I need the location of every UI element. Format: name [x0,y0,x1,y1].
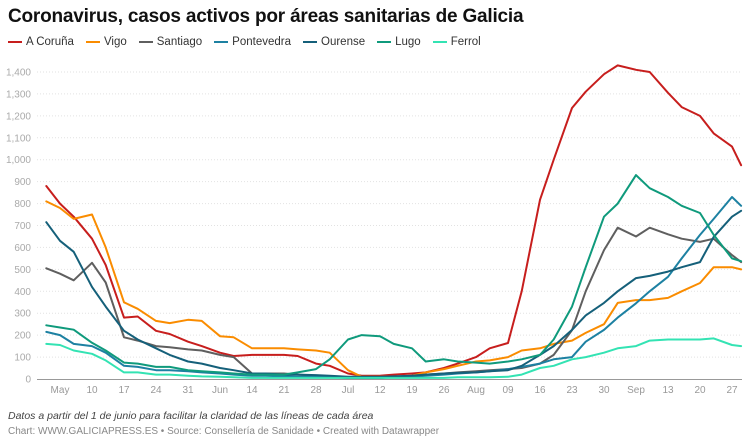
y-tick-label: 500 [14,265,31,276]
y-tick-label: 300 [14,309,31,320]
y-tick-label: 400 [14,287,31,298]
legend-item: Ourense [303,36,365,48]
x-tick-label: 13 [662,385,674,396]
legend-item: Pontevedra [214,36,291,48]
y-tick-label: 800 [14,199,31,210]
x-tick-label: 10 [86,385,98,396]
y-tick-label: 1,300 [6,89,31,100]
legend-swatch [138,41,153,43]
y-tick-label: 700 [14,221,31,232]
series-line-vigo [45,200,743,378]
legend: A Coruña Vigo Santiago Pontevedra Ourense Lug… [8,36,481,48]
legend-label: Ourense [321,36,366,48]
x-tick-label: Sep [627,385,645,396]
legend-label: A Coruña [26,36,74,48]
x-tick-label: 30 [598,385,610,396]
y-tick-label: 200 [14,331,31,342]
y-tick-label: 1,400 [6,68,31,79]
y-tick-label: 0 [25,375,31,386]
x-tick-label: May [51,385,70,396]
legend-label: Vigo [103,36,127,48]
legend-item: A Coruña [8,36,74,48]
legend-item: Vigo [85,36,127,48]
x-tick-label: 20 [694,385,706,396]
x-tick-label: 17 [118,385,130,396]
x-tick-label: 24 [150,385,162,396]
chart-footer: Chart: WWW.GALICIAPRESS.ES • Source: Con… [8,426,440,437]
legend-label: Ferrol [450,36,481,48]
y-tick-label: 600 [14,243,31,254]
legend-label: Pontevedra [232,36,291,48]
x-tick-label: Jul [342,385,355,396]
x-tick-label: 09 [502,385,514,396]
legend-label: Lugo [395,36,421,48]
legend-swatch [8,41,22,43]
x-tick-label: 23 [566,385,578,396]
legend-item: Ferrol [432,36,481,48]
series-line-a-coru-a [45,64,743,377]
series-line-ferrol [45,337,743,379]
series-line-pontevedra [45,196,743,379]
y-tick-label: 1,100 [6,133,31,144]
legend-swatch [377,41,392,43]
x-tick-label: 12 [374,385,386,396]
x-tick-label: 27 [726,385,738,396]
x-tick-label: 26 [438,385,450,396]
x-tick-label: Aug [467,385,485,396]
y-tick-label: 1,200 [6,111,31,122]
y-tick-label: 900 [14,177,31,188]
series-line-ourense [45,209,743,378]
series-line-lugo [45,174,743,376]
chart-title: Coronavirus, casos activos por áreas san… [8,6,524,27]
chart-notes: Datos a partir del 1 de junio para facil… [8,410,374,422]
x-tick-label: 19 [406,385,418,396]
legend-swatch [85,41,100,43]
x-tick-label: 21 [278,385,290,396]
legend-swatch [303,41,317,43]
x-tick-label: 16 [534,385,546,396]
legend-item: Lugo [377,36,421,48]
legend-swatch [214,41,229,43]
x-tick-label: Jun [212,385,228,396]
x-tick-label: 14 [246,385,258,396]
legend-label: Santiago [156,36,203,48]
y-tick-label: 100 [14,353,31,364]
y-tick-label: 1,000 [6,155,31,166]
x-tick-label: 31 [182,385,194,396]
legend-swatch [432,41,447,43]
legend-item: Santiago [138,36,203,48]
x-tick-label: 28 [310,385,322,396]
